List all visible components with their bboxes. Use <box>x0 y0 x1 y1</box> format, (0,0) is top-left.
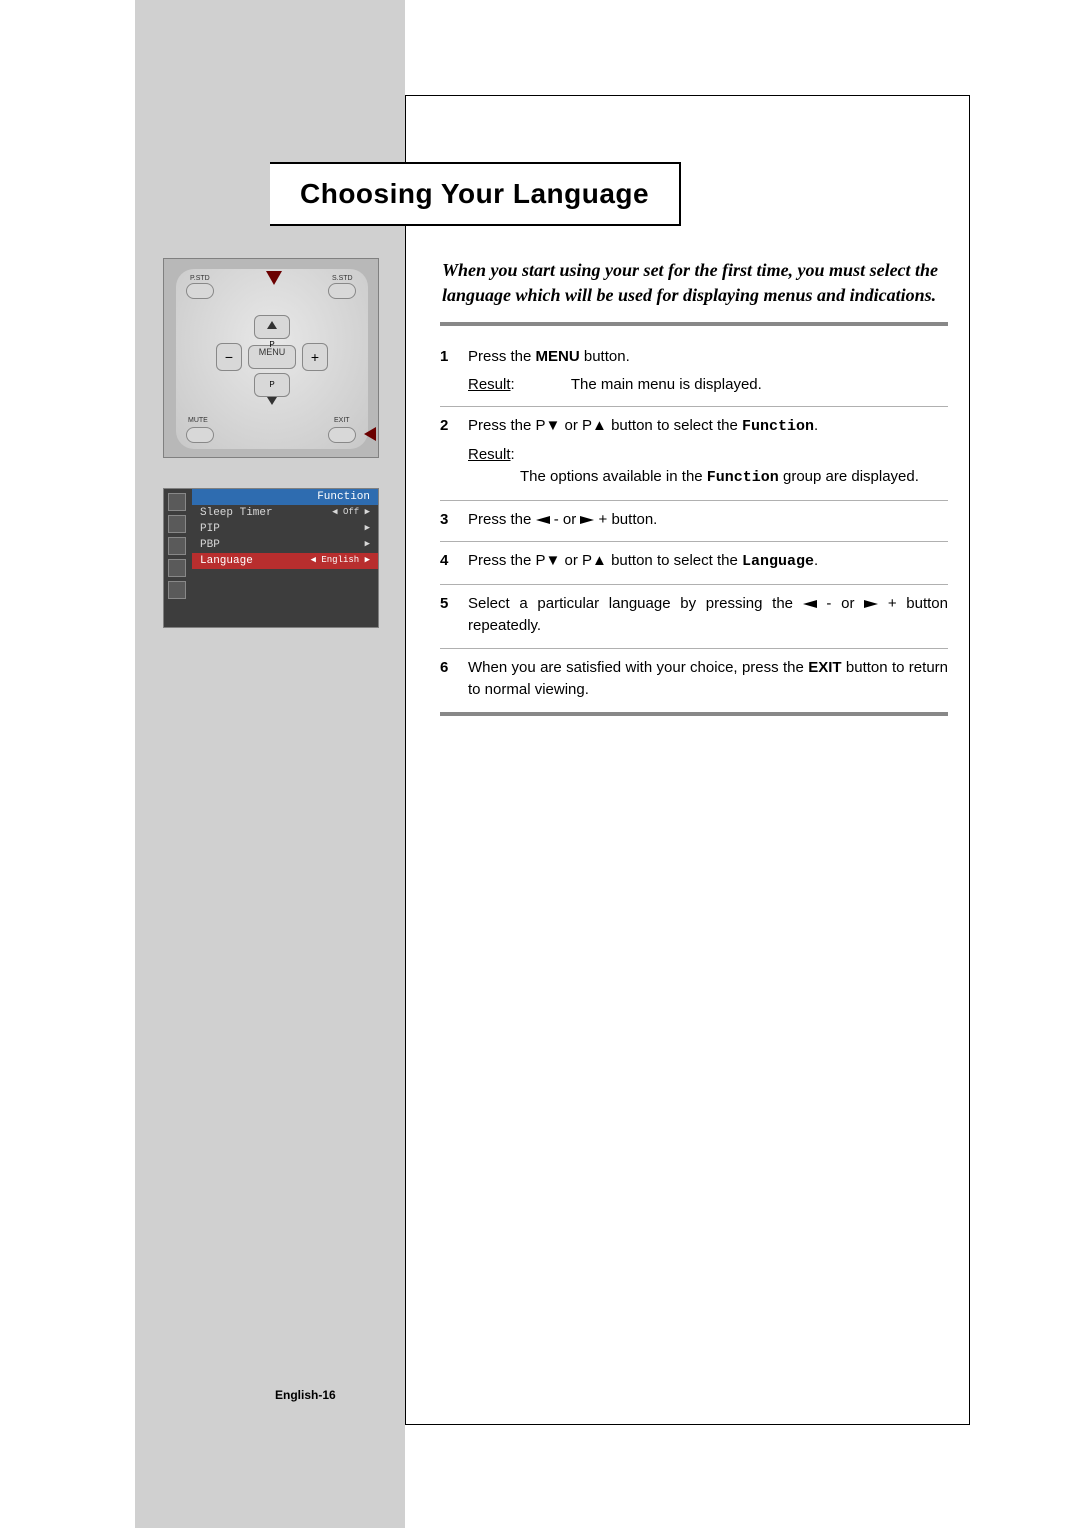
step-text: - or <box>550 511 581 528</box>
step-text-mono: Function <box>742 418 814 435</box>
step-text: Press the P▼ or P▲ button to select the <box>468 417 742 434</box>
result-label: Result <box>468 376 511 393</box>
p-down-label: P <box>269 380 274 389</box>
result-text-mono: Function <box>707 469 779 486</box>
sidebar-background <box>135 0 405 1528</box>
osd-row-value: ◀ English ▶ <box>311 555 370 567</box>
mute-label: MUTE <box>188 417 208 424</box>
remote-body: P.STD S.STD MENU P P − + MUTE <box>176 269 368 449</box>
osd-row-label: Language <box>200 555 253 567</box>
step-text-bold: MENU <box>536 348 580 365</box>
p-down-button: P <box>254 373 290 397</box>
osd-menu-row: PBP ▶ <box>192 537 378 553</box>
step-text: Press the <box>468 511 536 528</box>
osd-icon <box>168 537 186 555</box>
step-body: Press the - or + button. <box>468 509 948 532</box>
osd-menu-rows: Sleep Timer ◀ Off ▶ PIP ▶ PBP ▶ Language… <box>192 505 378 569</box>
page-number: English-16 <box>275 1388 336 1402</box>
step-4: 4 Press the P▼ or P▲ button to select th… <box>440 542 948 585</box>
step-body: Press the MENU button. Result: The main … <box>468 346 948 396</box>
osd-row-label: Sleep Timer <box>200 507 273 519</box>
step-body: Press the P▼ or P▲ button to select the … <box>468 550 948 574</box>
osd-menu-illustration: Function Sleep Timer ◀ Off ▶ PIP ▶ PBP ▶… <box>163 488 379 628</box>
red-arrow-icon <box>266 271 282 285</box>
step-body: Select a particular language by pressing… <box>468 593 948 638</box>
step-text: - or <box>817 595 864 612</box>
osd-row-value: ◀ Off ▶ <box>332 507 370 519</box>
step-1: 1 Press the MENU button. Result: The mai… <box>440 338 948 407</box>
result-text-c: group are displayed. <box>779 468 919 485</box>
step-text: button. <box>580 348 630 365</box>
sstd-button <box>328 283 356 299</box>
result-text: The main menu is displayed. <box>571 374 762 397</box>
p-up-label: P <box>269 340 274 349</box>
step-number: 4 <box>440 550 468 574</box>
page: Choosing Your Language P.STD S.STD MENU … <box>0 0 1080 1528</box>
step-text: . <box>814 552 818 569</box>
volume-left-icon <box>803 600 817 608</box>
mute-button <box>186 427 214 443</box>
step-5: 5 Select a particular language by pressi… <box>440 585 948 649</box>
osd-menu-header: Function <box>192 489 378 505</box>
result-text-a: The options available in the <box>520 468 707 485</box>
step-number: 6 <box>440 657 468 702</box>
title-box: Choosing Your Language <box>270 162 681 226</box>
down-arrow-icon <box>267 397 277 405</box>
step-6: 6 When you are satisfied with your choic… <box>440 649 948 716</box>
osd-row-value: ▶ <box>365 523 370 535</box>
step-result: Result: The main menu is displayed. <box>468 374 948 397</box>
section-divider <box>440 322 948 326</box>
vol-minus-button: − <box>216 343 242 371</box>
exit-label: EXIT <box>334 417 350 424</box>
osd-icon <box>168 559 186 577</box>
osd-row-value: ▶ <box>365 539 370 551</box>
step-text: + button. <box>594 511 657 528</box>
step-text: . <box>814 417 818 434</box>
red-arrow-exit-icon <box>364 427 376 441</box>
osd-row-label: PIP <box>200 523 220 535</box>
step-text: When you are satisfied with your choice,… <box>468 659 808 676</box>
steps-list: 1 Press the MENU button. Result: The mai… <box>440 338 948 716</box>
up-arrow-icon <box>267 321 277 329</box>
sstd-label: S.STD <box>332 275 353 282</box>
vol-plus-button: + <box>302 343 328 371</box>
exit-button <box>328 427 356 443</box>
osd-icon <box>168 515 186 533</box>
page-title: Choosing Your Language <box>300 178 649 210</box>
step-body: When you are satisfied with your choice,… <box>468 657 948 702</box>
osd-row-label: PBP <box>200 539 220 551</box>
osd-menu-row: PIP ▶ <box>192 521 378 537</box>
step-2: 2 Press the P▼ or P▲ button to select th… <box>440 407 948 501</box>
step-text: Press the <box>468 348 536 365</box>
osd-menu-row-selected: Language ◀ English ▶ <box>192 553 378 569</box>
osd-menu-row: Sleep Timer ◀ Off ▶ <box>192 505 378 521</box>
step-text-bold: EXIT <box>808 659 841 676</box>
volume-right-icon <box>580 516 594 524</box>
p-up-button: P <box>254 315 290 339</box>
step-3: 3 Press the - or + button. <box>440 501 948 543</box>
remote-illustration: P.STD S.STD MENU P P − + MUTE <box>163 258 379 458</box>
step-result: Result: The options available in the Fun… <box>468 444 948 490</box>
pstd-button <box>186 283 214 299</box>
result-text: The options available in the Function gr… <box>520 466 919 490</box>
result-label: Result <box>468 446 511 463</box>
step-number: 2 <box>440 415 468 490</box>
step-text: Select a particular language by pressing… <box>468 595 803 612</box>
step-body: Press the P▼ or P▲ button to select the … <box>468 415 948 490</box>
step-number: 1 <box>440 346 468 396</box>
step-number: 3 <box>440 509 468 532</box>
pstd-label: P.STD <box>190 275 210 282</box>
volume-left-icon <box>536 516 550 524</box>
osd-icon <box>168 493 186 511</box>
step-text-mono: Language <box>742 553 814 570</box>
osd-icon <box>168 581 186 599</box>
intro-text: When you start using your set for the fi… <box>442 258 947 308</box>
osd-menu-icons <box>168 493 190 599</box>
step-number: 5 <box>440 593 468 638</box>
step-text: Press the P▼ or P▲ button to select the <box>468 552 742 569</box>
volume-right-icon <box>864 600 878 608</box>
